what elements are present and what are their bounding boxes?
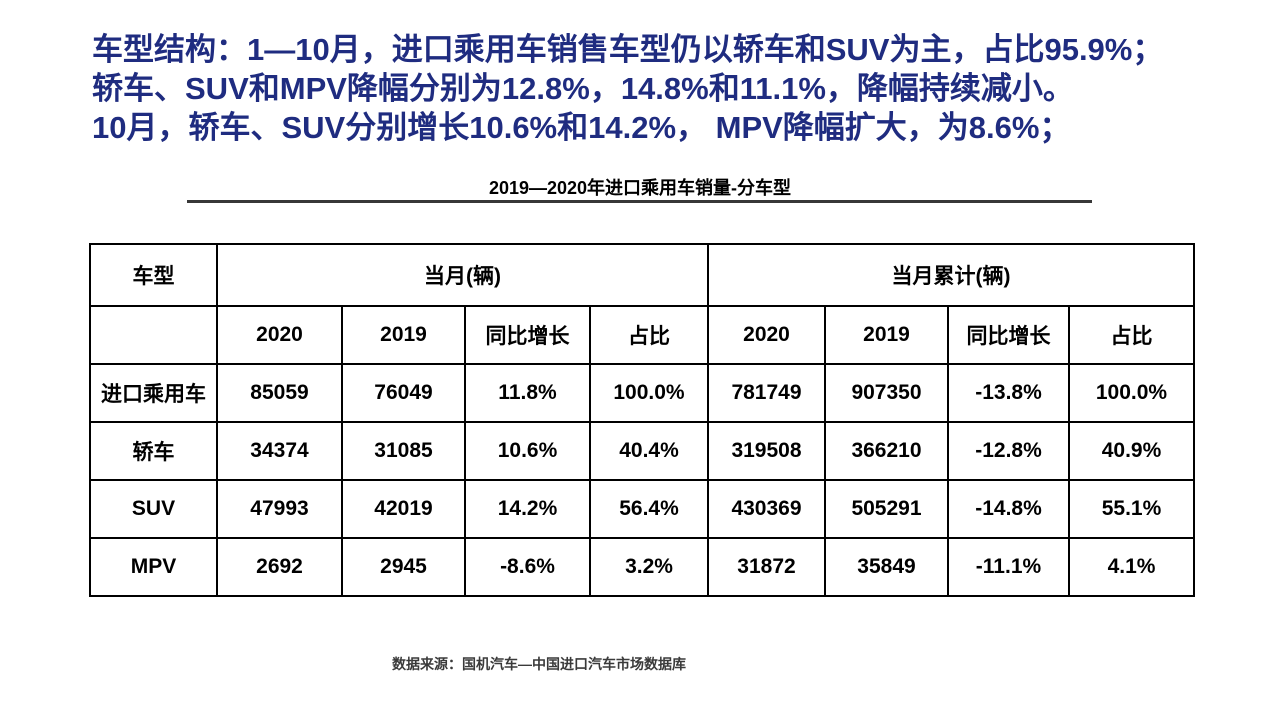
sub-header-month-2020: 2020 — [216, 305, 343, 365]
data-source-note: 数据来源：国机汽车—中国进口汽车市场数据库 — [392, 656, 686, 672]
cell-cum-yoy: -11.1% — [947, 537, 1070, 597]
cell-cum-yoy: -14.8% — [947, 479, 1070, 539]
cell-cum-yoy: -12.8% — [947, 421, 1070, 481]
row-label: 轿车 — [89, 421, 218, 481]
table-title: 2019—2020年进口乘用车销量-分车型 — [488, 178, 792, 198]
cell-cum-share: 100.0% — [1068, 363, 1195, 423]
cell-cum-2019: 35849 — [824, 537, 949, 597]
cell-month-2020: 34374 — [216, 421, 343, 481]
table-row-suv: SUV 47993 42019 14.2% 56.4% 430369 50529… — [89, 479, 1195, 539]
cell-month-share: 56.4% — [589, 479, 709, 539]
sub-header-month-2019: 2019 — [341, 305, 466, 365]
table-row-mpv: MPV 2692 2945 -8.6% 3.2% 31872 35849 -11… — [89, 537, 1195, 597]
cell-cum-share: 4.1% — [1068, 537, 1195, 597]
sub-header-cum-share: 占比 — [1068, 305, 1195, 365]
cell-cum-share: 55.1% — [1068, 479, 1195, 539]
headline-line-2: 轿车、SUV和MPV降幅分别为12.8%，14.8%和11.1%，降幅持续减小。 — [92, 71, 1074, 106]
cell-month-yoy: 11.8% — [464, 363, 591, 423]
cell-month-2019: 31085 — [341, 421, 466, 481]
table-group-header-row: 车型 当月(辆) 当月累计(辆) — [89, 243, 1195, 307]
row-label: SUV — [89, 479, 218, 539]
sub-header-month-share: 占比 — [589, 305, 709, 365]
cell-cum-2019: 505291 — [824, 479, 949, 539]
col-group-vehicle-type: 车型 — [89, 243, 218, 307]
headline-line-3: 10月，轿车、SUV分别增长10.6%和14.2%， MPV降幅扩大，为8.6%… — [92, 110, 1071, 145]
cell-month-2019: 2945 — [341, 537, 466, 597]
col-group-current-month: 当月(辆) — [216, 243, 709, 307]
cell-month-yoy: 14.2% — [464, 479, 591, 539]
cell-month-2019: 76049 — [341, 363, 466, 423]
table-row-sedan: 轿车 34374 31085 10.6% 40.4% 319508 366210… — [89, 421, 1195, 481]
row-label: MPV — [89, 537, 218, 597]
cell-cum-2020: 31872 — [707, 537, 826, 597]
cell-cum-2019: 366210 — [824, 421, 949, 481]
sub-header-month-yoy: 同比增长 — [464, 305, 591, 365]
slide-headline: 车型结构：1—10月，进口乘用车销售车型仍以轿车和SUV为主，占比95.9%； … — [92, 30, 1202, 147]
cell-month-2020: 2692 — [216, 537, 343, 597]
cell-cum-2020: 430369 — [707, 479, 826, 539]
cell-cum-share: 40.9% — [1068, 421, 1195, 481]
sub-header-cum-yoy: 同比增长 — [947, 305, 1070, 365]
cell-month-share: 100.0% — [589, 363, 709, 423]
sub-header-cum-2020: 2020 — [707, 305, 826, 365]
title-underline-rule — [187, 200, 1092, 203]
table-row-imported-passenger-cars: 进口乘用车 85059 76049 11.8% 100.0% 781749 90… — [89, 363, 1195, 423]
cell-month-yoy: -8.6% — [464, 537, 591, 597]
cell-cum-yoy: -13.8% — [947, 363, 1070, 423]
sub-header-cum-2019: 2019 — [824, 305, 949, 365]
cell-month-yoy: 10.6% — [464, 421, 591, 481]
col-group-cumulative: 当月累计(辆) — [707, 243, 1195, 307]
headline-line-1: 车型结构：1—10月，进口乘用车销售车型仍以轿车和SUV为主，占比95.9%； — [92, 32, 1164, 67]
cell-month-share: 40.4% — [589, 421, 709, 481]
table-sub-header-row: 2020 2019 同比增长 占比 2020 2019 同比增长 占比 — [89, 305, 1195, 365]
cell-month-2020: 47993 — [216, 479, 343, 539]
cell-cum-2019: 907350 — [824, 363, 949, 423]
cell-month-2019: 42019 — [341, 479, 466, 539]
cell-cum-2020: 781749 — [707, 363, 826, 423]
sales-data-table: 车型 当月(辆) 当月累计(辆) 2020 2019 同比增长 占比 2020 … — [89, 243, 1195, 597]
cell-month-2020: 85059 — [216, 363, 343, 423]
cell-month-share: 3.2% — [589, 537, 709, 597]
cell-cum-2020: 319508 — [707, 421, 826, 481]
sub-header-empty — [89, 305, 218, 365]
row-label: 进口乘用车 — [89, 363, 218, 423]
